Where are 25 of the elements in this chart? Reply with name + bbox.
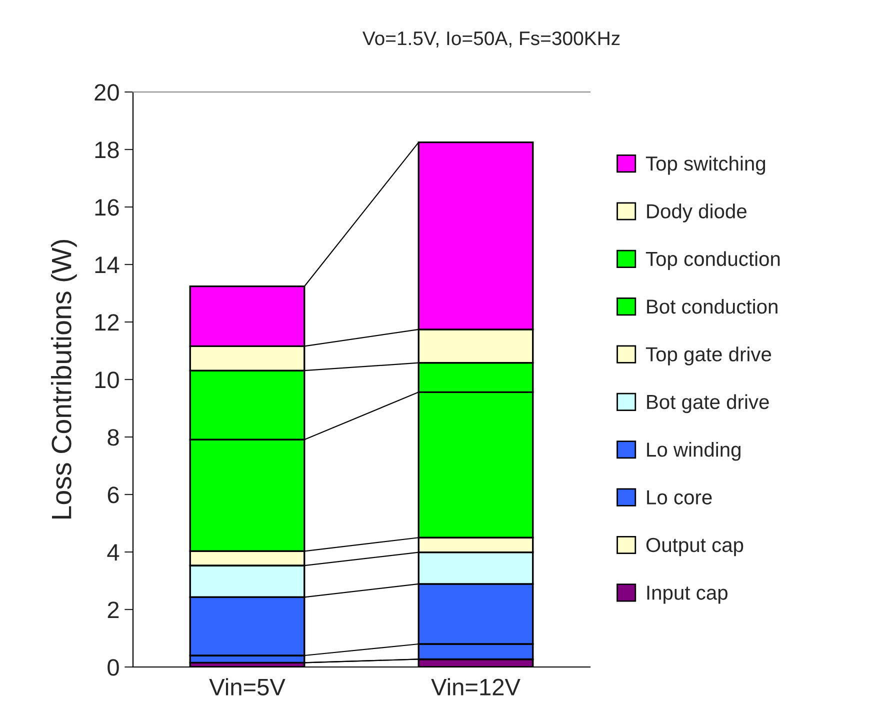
y-tick-label: 14	[95, 256, 120, 274]
legend-label: Bot gate drive	[647, 394, 769, 414]
legend-label: Top conduction	[646, 251, 780, 270]
y-tick-label: 12	[95, 314, 119, 331]
legend-label: Top gate drive	[646, 346, 772, 366]
chart-title: Vo=1.5V, Io=50A, Fs=300KHz	[362, 31, 620, 48]
y-tick-label: 8	[108, 429, 119, 446]
y-tick-label: 20	[94, 84, 119, 101]
legend-label: Dody diode	[647, 204, 746, 222]
y-tick-label: 18	[95, 142, 119, 158]
legend-label: Lo core	[647, 490, 712, 504]
y-tick-label: 2	[108, 602, 119, 618]
y-tick-label: 4	[107, 544, 120, 561]
y-tick-label: 0	[108, 659, 119, 676]
legend-label: Output cap	[646, 538, 744, 556]
legend-label: Top switching	[646, 156, 766, 175]
legend-label: Input cap	[647, 586, 728, 604]
x-tick-label: Vin=12V	[431, 678, 520, 696]
x-tick-label: Vin=5V	[209, 678, 286, 696]
legend-label: Bot conduction	[647, 298, 778, 314]
y-tick-label: 10	[95, 372, 119, 388]
legend-label: Lo winding	[647, 442, 740, 461]
y-axis-title: Loss Contributions (W)	[50, 240, 77, 518]
y-tick-label: 6	[108, 486, 119, 504]
y-tick-label: 16	[95, 199, 119, 216]
